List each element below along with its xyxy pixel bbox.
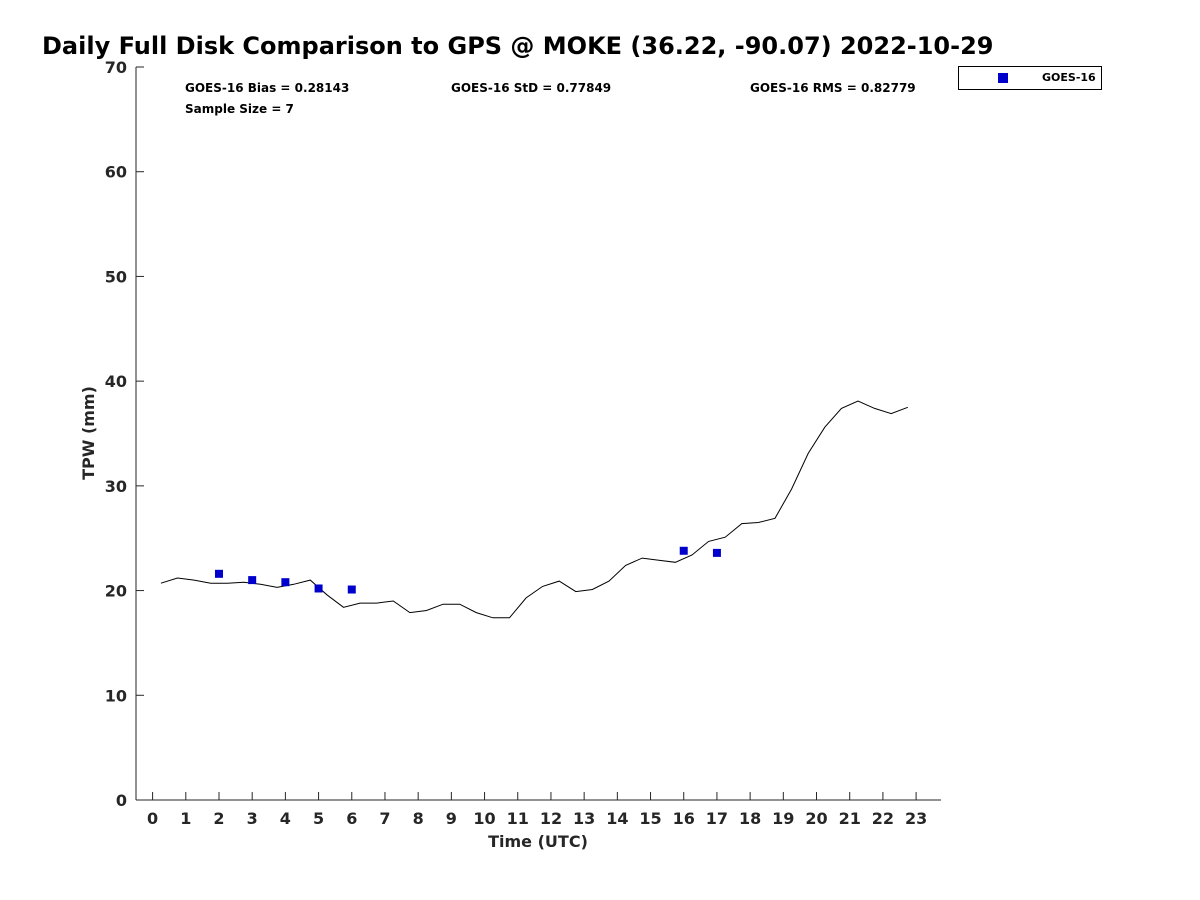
plot-series — [160, 400, 908, 619]
x-tick-label: 6 — [346, 809, 357, 828]
y-tick-label: 70 — [105, 58, 127, 77]
x-tick-label: 20 — [805, 809, 827, 828]
legend-label: GOES-16 — [1042, 71, 1096, 84]
chart-title: Daily Full Disk Comparison to GPS @ MOKE… — [42, 32, 993, 60]
goes16-point — [281, 578, 290, 587]
goes16-point — [679, 546, 688, 555]
legend-marker — [998, 73, 1008, 83]
x-tick-label: 18 — [739, 809, 761, 828]
y-axis-label: TPW (mm) — [79, 386, 98, 480]
x-tick-label: 19 — [772, 809, 794, 828]
goes16-point — [214, 569, 223, 578]
x-tick-label: 17 — [706, 809, 728, 828]
x-tick-label: 0 — [147, 809, 158, 828]
x-tick-label: 22 — [872, 809, 894, 828]
legend: GOES-16 — [958, 66, 1102, 90]
goes16-point — [314, 584, 323, 593]
bias-stat: GOES-16 Bias = 0.28143 — [185, 81, 349, 95]
goes16-point — [248, 576, 257, 585]
x-tick-label: 5 — [313, 809, 324, 828]
x-tick-label: 9 — [446, 809, 457, 828]
legend-box — [958, 66, 1102, 90]
sample-size-stat: Sample Size = 7 — [185, 102, 294, 116]
y-tick-label: 20 — [105, 582, 127, 601]
x-tick-label: 21 — [839, 809, 861, 828]
x-tick-label: 1 — [180, 809, 191, 828]
x-tick-label: 2 — [213, 809, 224, 828]
x-tick-label: 23 — [905, 809, 927, 828]
x-tick-label: 13 — [573, 809, 595, 828]
gps-tpw-line — [160, 400, 908, 619]
x-tick-label: 11 — [507, 809, 529, 828]
x-tick-label: 3 — [247, 809, 258, 828]
y-tick-label: 60 — [105, 163, 127, 182]
x-tick-label: 14 — [606, 809, 628, 828]
y-tick-label: 30 — [105, 477, 127, 496]
x-tick-label: 16 — [673, 809, 695, 828]
x-tick-label: 4 — [280, 809, 291, 828]
x-tick-label: 10 — [473, 809, 495, 828]
goes16-point — [712, 548, 721, 557]
x-tick-label: 8 — [413, 809, 424, 828]
goes16-point — [347, 585, 356, 594]
y-tick-label: 50 — [105, 267, 127, 286]
y-tick-label: 0 — [116, 791, 127, 810]
rms-stat: GOES-16 RMS = 0.82779 — [750, 81, 916, 95]
x-tick-label: 7 — [379, 809, 390, 828]
y-tick-label: 10 — [105, 686, 127, 705]
y-tick-label: 40 — [105, 372, 127, 391]
x-axis-label: Time (UTC) — [488, 832, 588, 851]
x-tick-label: 12 — [540, 809, 562, 828]
x-tick-label: 15 — [639, 809, 661, 828]
std-stat: GOES-16 StD = 0.77849 — [451, 81, 611, 95]
